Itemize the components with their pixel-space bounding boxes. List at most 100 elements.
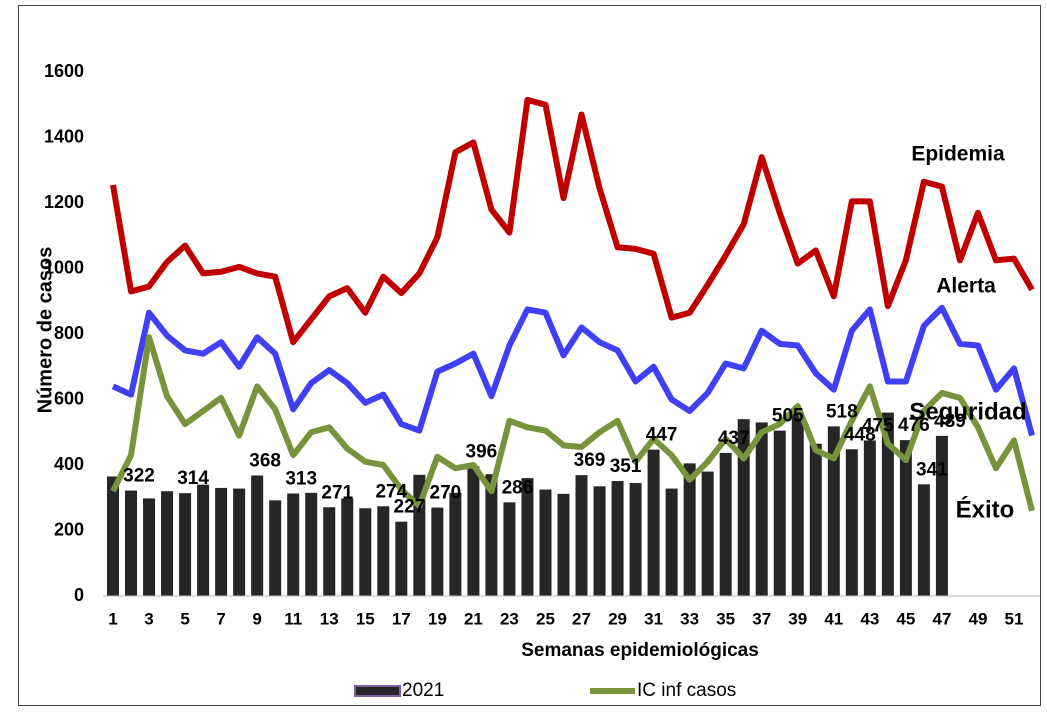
- bar: [629, 483, 642, 596]
- x-tick-label: 39: [788, 609, 807, 628]
- y-tick-label: 200: [54, 519, 84, 539]
- bar: [917, 484, 930, 596]
- bar: [503, 502, 516, 596]
- x-tick-label: 33: [680, 609, 699, 628]
- x-tick-label: 35: [716, 609, 735, 628]
- bar: [251, 475, 264, 596]
- x-tick-label: 17: [392, 609, 411, 628]
- line: [110, 334, 1035, 512]
- bar: [881, 412, 894, 596]
- x-tick-label: 45: [896, 609, 915, 628]
- y-tick-label: 600: [54, 388, 84, 408]
- data-label: 368: [249, 450, 281, 471]
- bar: [827, 426, 840, 596]
- bar: [719, 452, 732, 596]
- bar: [359, 508, 372, 596]
- data-label: 274: [375, 481, 407, 502]
- bar: [179, 493, 192, 596]
- data-label: 489: [934, 411, 966, 432]
- bar: [197, 484, 210, 596]
- x-tick-label: 29: [608, 609, 627, 628]
- bar: [269, 500, 282, 596]
- bar: [791, 412, 804, 596]
- data-label: 322: [123, 466, 155, 487]
- bar: [161, 491, 174, 596]
- data-label: 448: [844, 424, 876, 445]
- legend-label: IC inf casos: [637, 680, 736, 701]
- y-tick-label: 0: [74, 585, 84, 605]
- data-label: 476: [898, 415, 930, 436]
- line: [111, 304, 1035, 437]
- x-tick-label: 19: [428, 609, 447, 628]
- bar: [773, 430, 786, 596]
- line: [110, 96, 1035, 346]
- x-axis-title: Semanas epidemiológicas: [521, 640, 759, 661]
- bar: [935, 435, 948, 596]
- data-label: 369: [574, 450, 606, 471]
- bar: [449, 492, 462, 596]
- bar: [665, 488, 678, 596]
- y-tick-label: 1400: [44, 126, 84, 146]
- bar: [521, 478, 534, 596]
- y-tick-label: 400: [54, 454, 84, 474]
- data-label: 271: [321, 482, 353, 503]
- data-label: 447: [646, 425, 678, 446]
- bar: [701, 471, 714, 596]
- legend-label: 2021: [402, 680, 444, 701]
- x-tick-label: 47: [932, 609, 951, 628]
- bar: [899, 440, 912, 596]
- data-label: 518: [826, 401, 858, 422]
- y-tick-label: 1600: [44, 61, 84, 81]
- bar: [395, 521, 408, 596]
- bar: [467, 466, 480, 596]
- bar: [233, 488, 246, 596]
- x-tick-label: 37: [752, 609, 771, 628]
- bar: [647, 449, 660, 596]
- data-label: 505: [772, 406, 804, 427]
- bar: [683, 463, 696, 596]
- x-tick-label: 3: [144, 609, 153, 628]
- bar: [125, 490, 138, 596]
- bar: [215, 487, 228, 596]
- data-label: 270: [430, 483, 462, 504]
- bar: [737, 419, 750, 596]
- annotation: Alerta: [936, 275, 996, 298]
- data-label: 313: [285, 469, 317, 490]
- x-tick-label: 15: [356, 609, 375, 628]
- y-tick-label: 1000: [44, 257, 84, 277]
- data-label: 396: [466, 441, 498, 462]
- bar: [377, 506, 390, 596]
- bar: [323, 507, 336, 596]
- data-label: 341: [916, 459, 948, 480]
- bar: [575, 475, 588, 596]
- x-tick-label: 25: [536, 609, 555, 628]
- bar: [863, 440, 876, 596]
- x-tick-label: 41: [824, 609, 843, 628]
- bar: [485, 474, 498, 596]
- y-tick-label: 1200: [44, 192, 84, 212]
- x-tick-label: 9: [252, 609, 261, 628]
- bar: [305, 492, 318, 596]
- x-tick-label: 23: [500, 609, 519, 628]
- x-tick-label: 51: [1005, 609, 1024, 628]
- bar: [611, 481, 624, 596]
- frame: [18, 5, 1041, 706]
- bar: [539, 489, 552, 596]
- x-tick-label: 49: [968, 609, 987, 628]
- bar: [557, 493, 570, 596]
- bar: [809, 443, 822, 596]
- annotation: Epidemia: [911, 143, 1005, 166]
- bar: [593, 486, 606, 596]
- y-tick-label: 800: [54, 323, 84, 343]
- data-label: 351: [610, 456, 642, 477]
- x-tick-label: 21: [464, 609, 483, 628]
- bar: [287, 493, 300, 596]
- bar: [431, 507, 444, 596]
- x-tick-label: 1: [108, 609, 117, 628]
- legend-swatch: [354, 685, 401, 697]
- x-tick-label: 31: [644, 609, 663, 628]
- x-tick-label: 13: [320, 609, 339, 628]
- annotation: Seguridad: [909, 398, 1026, 425]
- bar: [755, 422, 768, 596]
